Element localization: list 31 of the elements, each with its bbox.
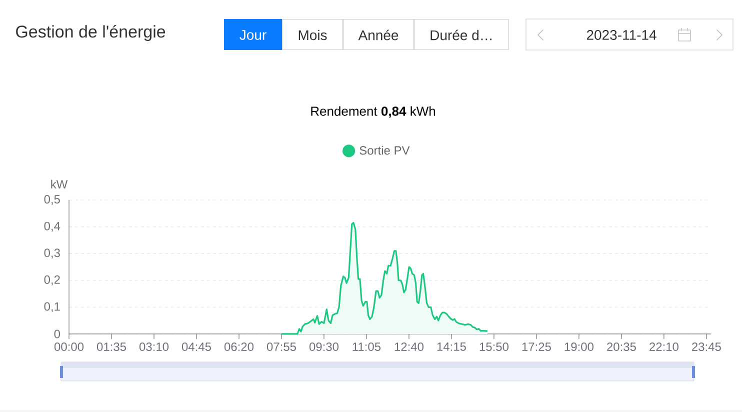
x-tick-label: 07:55 — [266, 342, 296, 352]
y-tick-label: 0,3 — [44, 248, 60, 259]
x-tick-label: 15:50 — [480, 342, 509, 352]
x-tick-label: 17:25 — [522, 342, 551, 352]
x-tick-label: 20:35 — [607, 342, 636, 352]
legend-label: Sortie PV — [360, 146, 410, 155]
x-tick-label: 06:20 — [224, 342, 254, 352]
text: Jour — [240, 30, 266, 40]
x-tick-label: 14:15 — [437, 342, 466, 351]
text: Mois — [298, 30, 327, 40]
y-tick-label: 0,5 — [44, 195, 60, 205]
chart-subtitle: Rendement 0,84 kWh — [311, 106, 436, 118]
x-tick-label: 00:00 — [54, 342, 84, 352]
y-tick-label: 0,2 — [44, 275, 60, 286]
x-tick-label: 19:00 — [564, 342, 594, 352]
x-tick-label: 12:40 — [394, 342, 424, 352]
x-tick-label: 03:10 — [139, 342, 169, 352]
x-tick-label: 22:10 — [650, 342, 678, 352]
x-tick-label: 01:35 — [96, 342, 126, 352]
x-tick-label: 23:45 — [692, 342, 721, 352]
x-tick-label: 09:30 — [309, 342, 339, 352]
y-axis-title: kW — [51, 180, 68, 188]
y-tick-label: 0 — [54, 330, 60, 338]
chart-title: Gestion de l'énergie — [16, 24, 166, 42]
y-tick-label: 0,4 — [44, 222, 60, 232]
text: 2023-11-14 — [586, 30, 656, 40]
x-tick-label: 04:45 — [182, 342, 211, 352]
text: Durée d… — [430, 30, 492, 40]
x-tick-label: 11:05 — [352, 342, 381, 352]
text: Année — [358, 30, 398, 40]
y-tick-label: 0,1 — [44, 302, 60, 312]
